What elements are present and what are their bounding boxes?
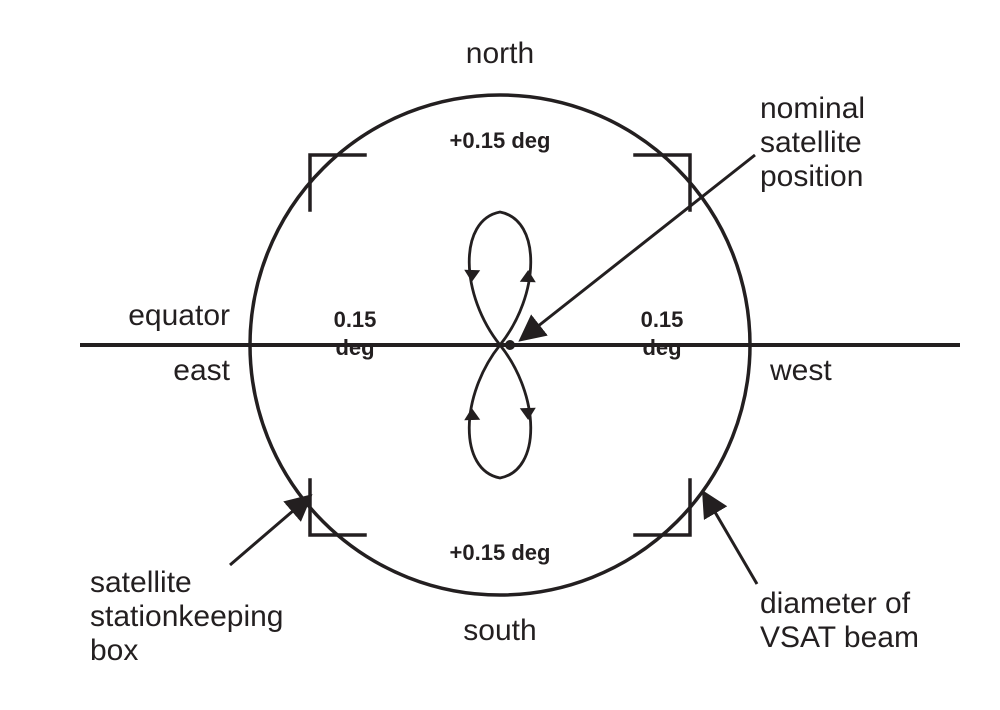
sk-label-2: stationkeeping bbox=[90, 600, 283, 633]
right-deg-label-1: 0.15 bbox=[641, 307, 684, 332]
right-deg-label-2: deg bbox=[642, 335, 681, 360]
west-label: west bbox=[769, 354, 832, 387]
east-label: east bbox=[173, 354, 230, 387]
nominal-label-2: satellite bbox=[760, 126, 862, 159]
top-deg-label: +0.15 deg bbox=[450, 128, 551, 153]
vsat-label-2: VSAT beam bbox=[760, 621, 919, 654]
south-label: south bbox=[463, 614, 536, 647]
north-label: north bbox=[466, 37, 534, 70]
nominal-label-3: position bbox=[760, 160, 863, 193]
nominal-label-1: nominal bbox=[760, 92, 865, 125]
left-deg-label-1: 0.15 bbox=[334, 307, 377, 332]
nominal-arrow bbox=[523, 155, 755, 338]
left-deg-label-2: deg bbox=[335, 335, 374, 360]
vsat-arrow bbox=[705, 495, 757, 584]
nominal-position-dot bbox=[505, 340, 515, 350]
diagram-svg: north south equator east west nominal sa… bbox=[0, 0, 1000, 710]
sk-label-3: box bbox=[90, 634, 138, 667]
vsat-label-1: diameter of bbox=[760, 587, 911, 620]
sk-label-1: satellite bbox=[90, 566, 192, 599]
sk-arrow bbox=[230, 498, 308, 565]
equator-label: equator bbox=[128, 299, 230, 332]
bottom-deg-label: +0.15 deg bbox=[450, 540, 551, 565]
